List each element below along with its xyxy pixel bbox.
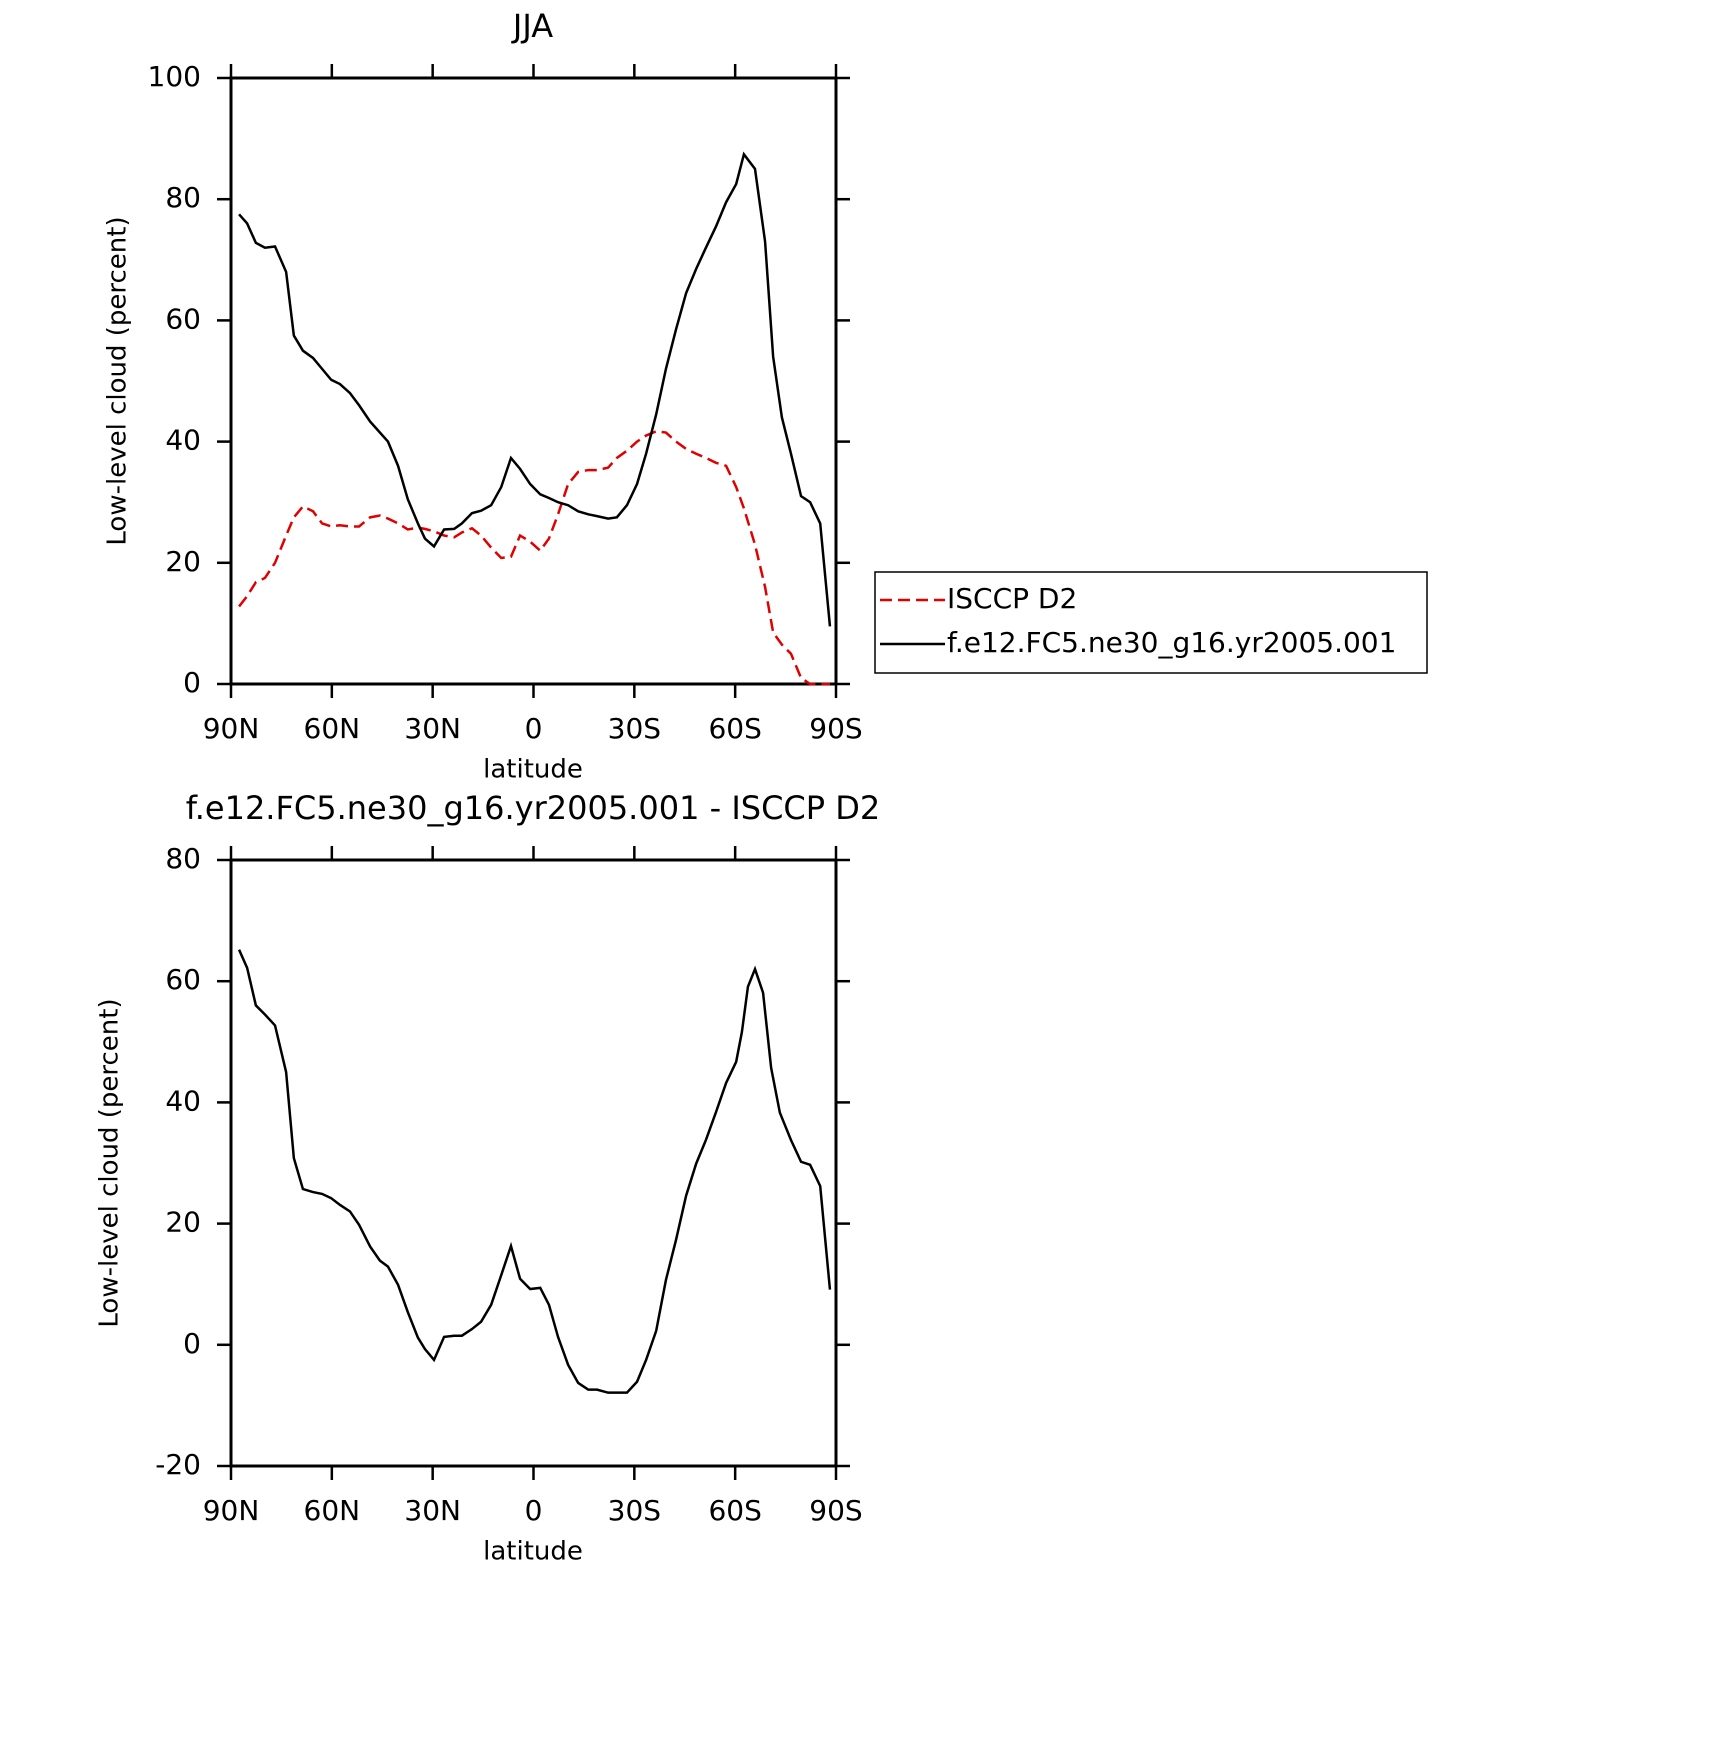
x-tick-label: 90N <box>203 1494 260 1527</box>
data-line <box>238 151 832 627</box>
x-axis-label: latitude <box>483 1537 583 1567</box>
legend: ISCCP D2 f.e12.FC5.ne30_g16.yr2005.001 <box>874 571 1428 674</box>
plot-frame <box>229 76 838 686</box>
x-tick-label: 30N <box>404 712 461 745</box>
y-tick-label: 20 <box>165 1206 201 1239</box>
data-line <box>238 430 830 686</box>
plot-frame <box>229 858 838 1468</box>
y-tick-label: -20 <box>155 1448 201 1481</box>
x-tick-label: 90N <box>203 712 260 745</box>
x-tick-label: 30N <box>404 1494 461 1527</box>
x-tick-label: 30S <box>608 1494 661 1527</box>
x-tick-label: 60S <box>708 1494 761 1527</box>
x-tick-label: 90S <box>809 712 862 745</box>
legend-label: ISCCP D2 <box>947 582 1077 615</box>
x-tick-label: 90S <box>809 1494 862 1527</box>
chart-title: f.e12.FC5.ne30_g16.yr2005.001 - ISCCP D2 <box>186 789 880 827</box>
y-tick-label: 20 <box>165 545 201 578</box>
x-tick-label: 60N <box>304 1494 361 1527</box>
y-tick-label: 0 <box>183 1327 201 1360</box>
y-tick-label: 60 <box>165 302 201 335</box>
chart-title: JJA <box>511 7 553 45</box>
x-tick-label: 0 <box>525 1494 543 1527</box>
y-tick-label: 80 <box>165 181 201 214</box>
y-tick-label: 80 <box>165 842 201 875</box>
data-line <box>237 949 832 1394</box>
y-axis-label: Low-level cloud (percent) <box>103 216 133 545</box>
y-tick-label: 60 <box>165 963 201 996</box>
y-axis-label: Low-level cloud (percent) <box>95 998 125 1327</box>
x-tick-label: 30S <box>608 712 661 745</box>
x-tick-label: 60S <box>708 712 761 745</box>
y-tick-label: 40 <box>165 1084 201 1117</box>
x-axis-label: latitude <box>483 755 583 785</box>
y-tick-label: 0 <box>183 666 201 699</box>
y-tick-label: 100 <box>148 60 201 93</box>
x-tick-label: 60N <box>304 712 361 745</box>
legend-box <box>874 571 1428 674</box>
legend-label: f.e12.FC5.ne30_g16.yr2005.001 <box>947 626 1396 659</box>
x-tick-label: 0 <box>525 712 543 745</box>
y-tick-label: 40 <box>165 424 201 457</box>
